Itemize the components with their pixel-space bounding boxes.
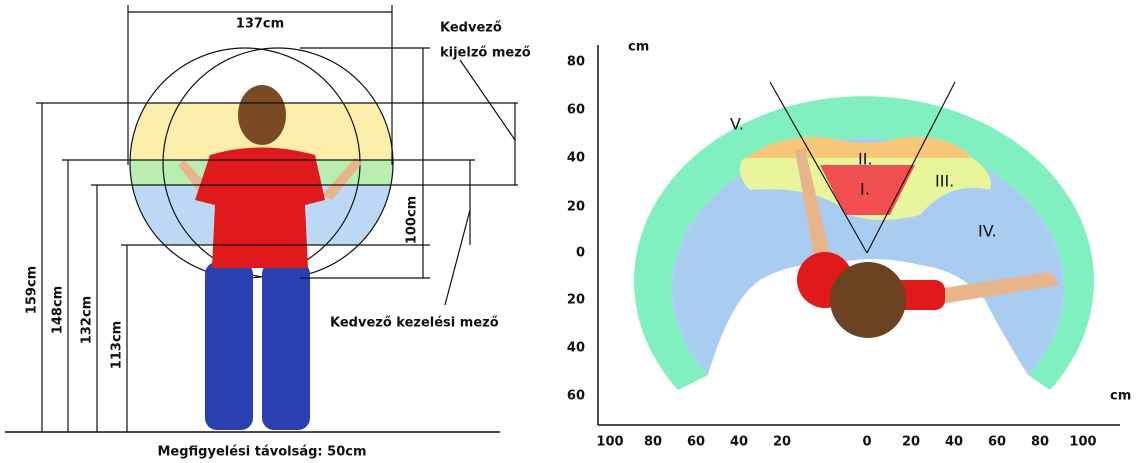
x-tick-label: 0 [862, 435, 871, 450]
zone-v [633, 96, 1094, 390]
zone-label: IV. [978, 222, 997, 241]
x-tick-label: 20 [902, 435, 920, 450]
x-tick-label: 80 [1031, 435, 1049, 450]
person [178, 85, 362, 430]
left-panel: 137cm 159cm 148cm 132cm 113cm 100cm Kedv… [5, 5, 531, 460]
y-tick-label: 80 [567, 55, 585, 70]
zone-label: I. [860, 180, 870, 199]
y-tick-label: 20 [567, 293, 585, 308]
y-tick-label: 60 [567, 389, 585, 404]
display-field-label: kijelző mező [440, 46, 531, 61]
height-label: 148cm [51, 286, 66, 334]
height-label: 159cm [25, 266, 40, 314]
distance-label: Megfigyelési távolság: 50cm [157, 445, 366, 460]
x-tick-label: 40 [730, 435, 748, 450]
zone-label: III. [935, 172, 954, 191]
zone-iv [671, 138, 1064, 375]
control-field-label: Kedvező kezelési mező [330, 316, 499, 331]
zone-label: II. [858, 150, 873, 169]
x-tick-label: 20 [773, 435, 791, 450]
zone-i [820, 165, 915, 215]
x-tick-label: 100 [1069, 435, 1096, 450]
x-tick-label: 60 [988, 435, 1006, 450]
zone-label: V. [730, 115, 744, 134]
x-tick-label: 100 [596, 435, 623, 450]
height-label: 100cm [405, 196, 420, 244]
width-label: 137cm [236, 17, 284, 32]
display-field-label: Kedvező [440, 21, 502, 36]
height-label: 132cm [80, 296, 95, 344]
x-tick-label: 40 [945, 435, 963, 450]
right-panel: V. II. I. III. IV. cm cm 80 60 40 20 0 20 40 60… [567, 40, 1131, 450]
y-tick-label: 40 [567, 341, 585, 356]
y-tick-label: 0 [576, 246, 585, 261]
person-top [795, 148, 1060, 338]
x-tick-label: 80 [644, 435, 662, 450]
height-label: 113cm [110, 321, 125, 369]
y-tick-label: 20 [567, 200, 585, 215]
y-unit: cm [628, 40, 649, 55]
y-tick-label: 40 [567, 151, 585, 166]
x-tick-label: 60 [687, 435, 705, 450]
x-unit: cm [1110, 389, 1131, 404]
y-tick-label: 60 [567, 103, 585, 118]
